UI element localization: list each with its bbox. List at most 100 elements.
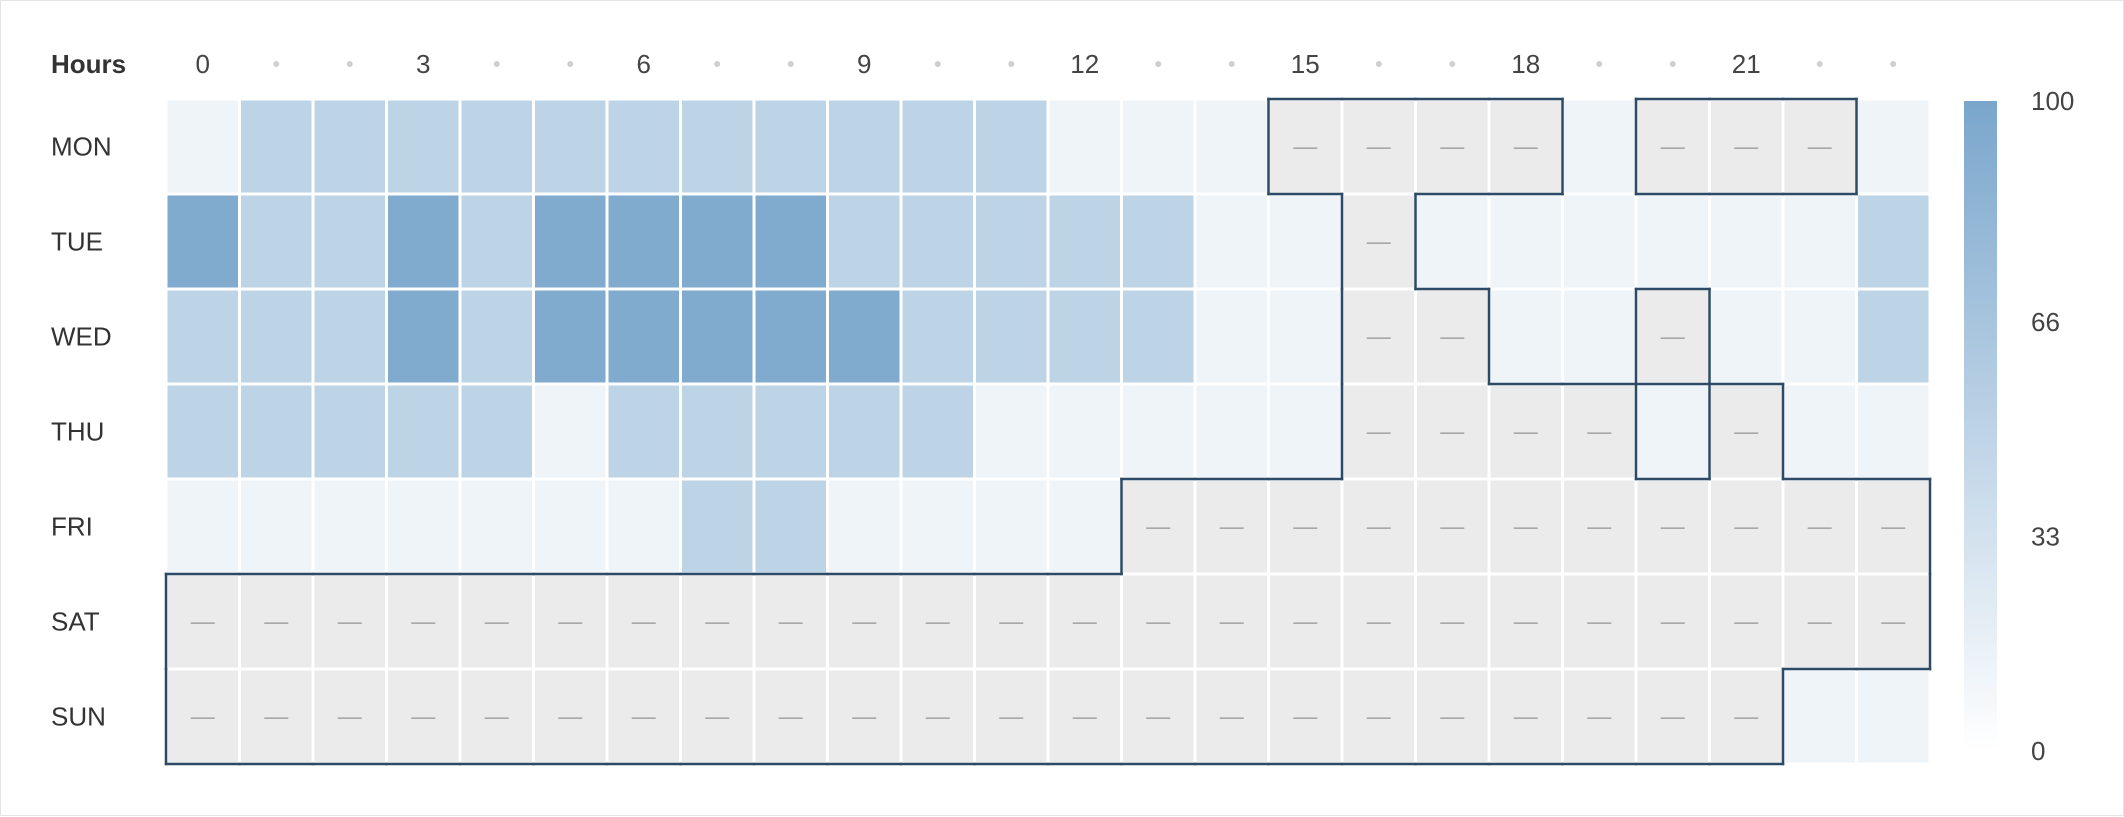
missing-marker: — bbox=[1293, 134, 1317, 161]
heatmap-cell-fri-1 bbox=[238, 477, 315, 576]
color-legend: 100 66 33 0 bbox=[1964, 86, 2074, 766]
missing-marker: — bbox=[338, 704, 362, 731]
heatmap-cell-wed-11 bbox=[973, 287, 1050, 386]
missing-marker: — bbox=[1808, 514, 1832, 541]
heatmap-cell-fri-23 bbox=[1855, 477, 1932, 576]
missing-marker: — bbox=[1367, 229, 1391, 256]
missing-marker: — bbox=[852, 704, 876, 731]
missing-marker: — bbox=[1514, 134, 1538, 161]
missing-marker: — bbox=[1514, 609, 1538, 636]
heatmap-cell-tue-5 bbox=[532, 192, 609, 291]
heatmap-cell-thu-1 bbox=[238, 382, 315, 481]
missing-marker: — bbox=[926, 609, 950, 636]
missing-marker: — bbox=[1881, 609, 1905, 636]
day-label-thu: THU bbox=[51, 417, 104, 447]
heatmap-cell-sat-14 bbox=[1193, 572, 1270, 671]
x-tick-dot bbox=[1449, 61, 1456, 67]
day-label-mon: MON bbox=[51, 132, 112, 162]
heatmap-cell-mon-4 bbox=[458, 97, 535, 196]
heatmap-cell-sun-3 bbox=[385, 667, 462, 766]
heatmap-cell-thu-8 bbox=[752, 382, 829, 481]
x-tick-label-3: 3 bbox=[416, 49, 430, 79]
missing-marker: — bbox=[1220, 704, 1244, 731]
heatmap-cell-mon-9 bbox=[826, 97, 903, 196]
heatmap-cell-wed-10 bbox=[899, 287, 976, 386]
heatmap-cell-thu-22 bbox=[1781, 382, 1858, 481]
legend-tick-labels: 100 66 33 0 bbox=[2031, 86, 2074, 766]
heatmap-cell-thu-0 bbox=[164, 382, 241, 481]
heatmap-cell-wed-13 bbox=[1120, 287, 1197, 386]
heatmap-cell-sat-22 bbox=[1781, 572, 1858, 671]
heatmap-cell-wed-7 bbox=[679, 287, 756, 386]
hours-axis-title: Hours bbox=[51, 49, 126, 79]
missing-marker: — bbox=[1734, 609, 1758, 636]
heatmap-cell-fri-0 bbox=[164, 477, 241, 576]
heatmap-cell-tue-10 bbox=[899, 192, 976, 291]
heatmap-cell-sun-12 bbox=[1046, 667, 1123, 766]
day-label-fri: FRI bbox=[51, 512, 93, 542]
heatmap-cell-sat-20 bbox=[1634, 572, 1711, 671]
missing-marker: — bbox=[338, 609, 362, 636]
missing-marker: — bbox=[1587, 514, 1611, 541]
heatmap-cell-tue-0 bbox=[164, 192, 241, 291]
heatmap-cell-thu-5 bbox=[532, 382, 609, 481]
heatmap-cell-wed-5 bbox=[532, 287, 609, 386]
legend-tick-0: 0 bbox=[2031, 736, 2045, 766]
x-tick-dot bbox=[1008, 61, 1015, 67]
x-tick-label-15: 15 bbox=[1291, 49, 1320, 79]
x-tick-dot bbox=[1816, 61, 1823, 67]
heatmap-cell-wed-22 bbox=[1781, 287, 1858, 386]
heatmap-cell-mon-2 bbox=[311, 97, 388, 196]
heatmap-cell-fri-5 bbox=[532, 477, 609, 576]
missing-marker: — bbox=[1293, 609, 1317, 636]
heatmap-cell-thu-14 bbox=[1193, 382, 1270, 481]
heatmap-cell-tue-8 bbox=[752, 192, 829, 291]
heatmap-cell-thu-6 bbox=[605, 382, 682, 481]
heatmap-cell-fri-19 bbox=[1561, 477, 1638, 576]
heatmap-cell-tue-7 bbox=[679, 192, 756, 291]
missing-marker: — bbox=[1661, 324, 1685, 351]
heatmap-cell-thu-16 bbox=[1340, 382, 1417, 481]
x-tick-dot bbox=[1228, 61, 1235, 67]
missing-marker: — bbox=[1367, 609, 1391, 636]
heatmap-cell-mon-6 bbox=[605, 97, 682, 196]
heatmap-cell-fri-4 bbox=[458, 477, 535, 576]
missing-marker: — bbox=[1440, 134, 1464, 161]
heatmap-cell-tue-18 bbox=[1487, 192, 1564, 291]
heatmap-cell-sun-4 bbox=[458, 667, 535, 766]
heatmap-cell-tue-19 bbox=[1561, 192, 1638, 291]
heatmap-cell-wed-1 bbox=[238, 287, 315, 386]
missing-marker: — bbox=[1808, 134, 1832, 161]
missing-marker: — bbox=[1293, 704, 1317, 731]
heatmap-cell-sun-22 bbox=[1781, 667, 1858, 766]
x-tick-dot bbox=[493, 61, 500, 67]
heatmap-cell-fri-12 bbox=[1046, 477, 1123, 576]
legend-tick-33: 33 bbox=[2031, 522, 2060, 552]
heatmap-cell-mon-7 bbox=[679, 97, 756, 196]
heatmap-cell-thu-10 bbox=[899, 382, 976, 481]
x-tick-dot bbox=[1155, 61, 1162, 67]
heatmap-cell-thu-15 bbox=[1267, 382, 1344, 481]
missing-marker: — bbox=[1514, 419, 1538, 446]
heatmap-cell-thu-4 bbox=[458, 382, 535, 481]
heatmap-cell-wed-19 bbox=[1561, 287, 1638, 386]
missing-marker: — bbox=[1220, 514, 1244, 541]
missing-marker: — bbox=[1367, 704, 1391, 731]
missing-marker: — bbox=[852, 609, 876, 636]
heatmap-cell-sun-17 bbox=[1414, 667, 1491, 766]
heatmap-cell-tue-11 bbox=[973, 192, 1050, 291]
heatmap-cell-tue-22 bbox=[1781, 192, 1858, 291]
heatmap-cell-wed-14 bbox=[1193, 287, 1270, 386]
heatmap-cell-wed-17 bbox=[1414, 287, 1491, 386]
missing-marker: — bbox=[1440, 419, 1464, 446]
missing-marker: — bbox=[1146, 609, 1170, 636]
heatmap-cell-mon-11 bbox=[973, 97, 1050, 196]
x-tick-label-12: 12 bbox=[1070, 49, 1099, 79]
missing-marker: — bbox=[705, 609, 729, 636]
x-tick-dot bbox=[1669, 61, 1676, 67]
missing-marker: — bbox=[1734, 704, 1758, 731]
missing-marker: — bbox=[1587, 704, 1611, 731]
heatmap-cell-mon-12 bbox=[1046, 97, 1123, 196]
missing-marker: — bbox=[926, 704, 950, 731]
heatmap-cell-thu-23 bbox=[1855, 382, 1932, 481]
